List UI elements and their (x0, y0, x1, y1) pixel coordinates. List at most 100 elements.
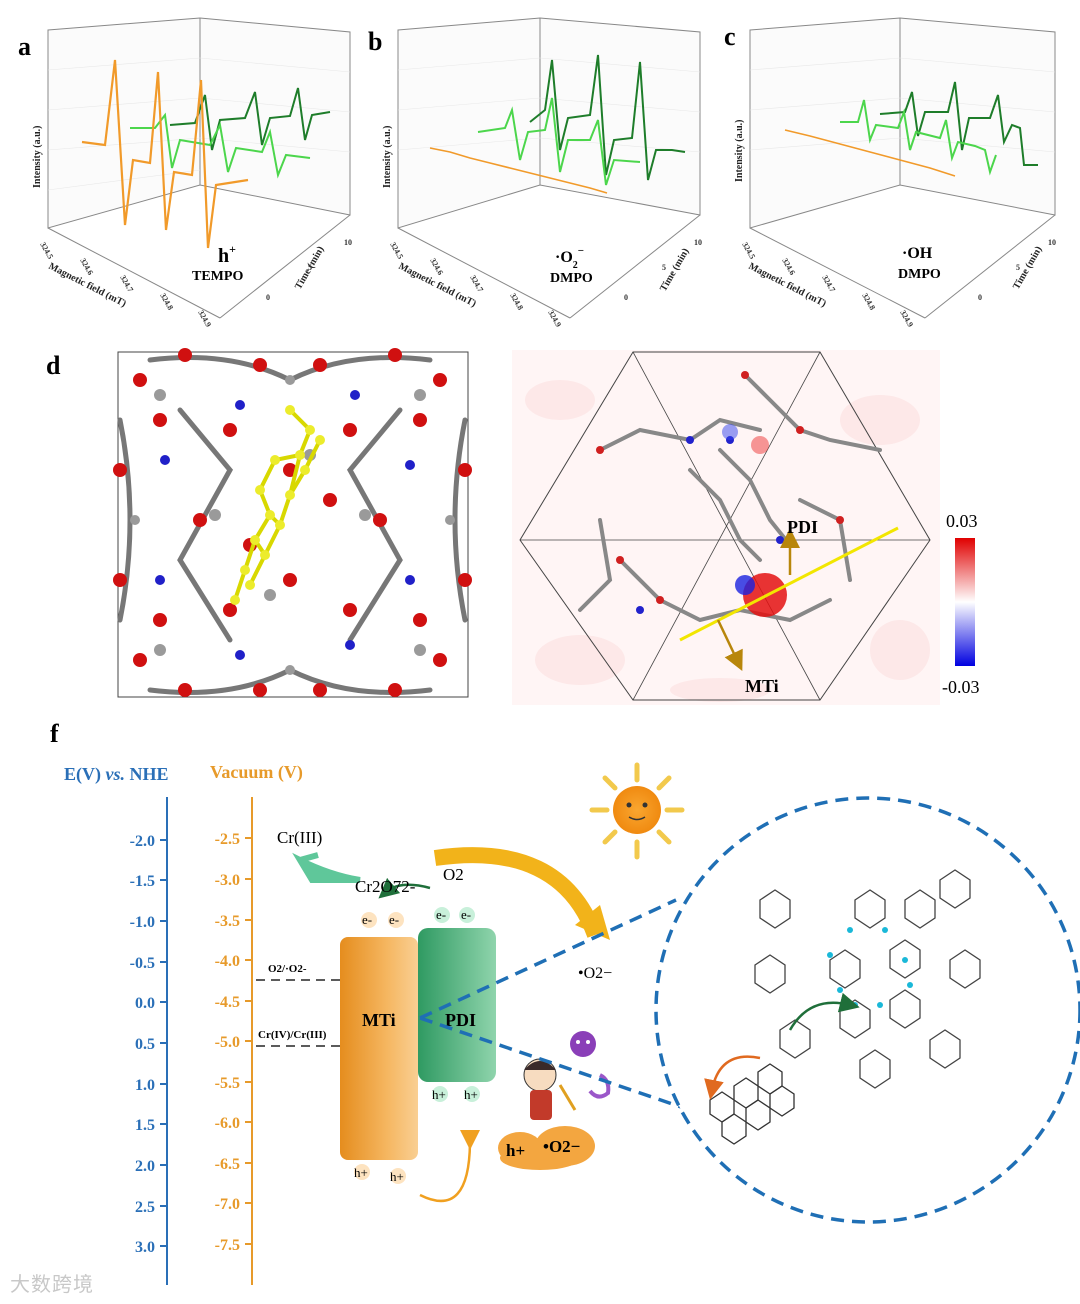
svg-text:324.8: 324.8 (508, 292, 525, 312)
svg-text:3.0: 3.0 (135, 1239, 155, 1256)
o2-level-label: O2/·O2- (268, 963, 307, 975)
svg-text:324.6: 324.6 (428, 257, 445, 277)
panel-letter-c: c (724, 22, 736, 51)
svg-text:324.5: 324.5 (388, 241, 405, 261)
svg-text:-4.0: -4.0 (215, 953, 240, 970)
o2-label: O2 (443, 865, 464, 884)
spectrum-c-dark (879, 81, 1038, 166)
zoom-line-bottom (419, 1016, 691, 1112)
zoom-circle (654, 796, 1080, 1224)
svg-text:324.9: 324.9 (546, 309, 563, 329)
spectrum-a-light (130, 112, 311, 179)
epr-panel-b: b Intensity (a.u.) Magnetic field (mT) T… (368, 17, 702, 329)
colorbar (955, 538, 975, 666)
svg-text:-7.0: -7.0 (215, 1196, 240, 1213)
svg-text:h+: h+ (464, 1087, 478, 1102)
spectrum-b-orange (429, 147, 608, 194)
svg-text:•O2−: •O2− (543, 1137, 580, 1156)
svg-text:e-: e- (461, 907, 471, 922)
svg-text:10: 10 (1048, 238, 1056, 247)
cr3-label: Cr(III) (277, 828, 322, 847)
svg-text:2.5: 2.5 (135, 1199, 155, 1216)
svg-text:0.0: 0.0 (135, 995, 155, 1012)
pdi-band (418, 928, 496, 1082)
radical-cloud: h+ •O2− (498, 1126, 595, 1170)
svg-text:-2.5: -2.5 (215, 831, 240, 848)
reduction-arrow (378, 877, 431, 899)
svg-text:-6.5: -6.5 (215, 1156, 240, 1173)
svg-text:324.8: 324.8 (158, 292, 175, 312)
epr-panel-a: a Intensity (a.u.) Magnetic field (mT) T… (18, 17, 352, 329)
probe-c: DMPO (898, 267, 941, 282)
svg-text:324.6: 324.6 (78, 257, 95, 277)
panel-letter-b: b (368, 27, 382, 56)
spectrum-b-dark (529, 54, 686, 181)
svg-text:2.0: 2.0 (135, 1158, 155, 1175)
svg-text:324.5: 324.5 (38, 241, 55, 261)
svg-text:324.6: 324.6 (780, 257, 797, 277)
spectrum-a-orange (81, 59, 249, 249)
zoom-hole-arrow (704, 1055, 761, 1100)
svg-text:-7.5: -7.5 (215, 1237, 240, 1254)
cr-level-label: Cr(IV)/Cr(III) (258, 1029, 327, 1041)
sun-icon (589, 762, 685, 860)
nhe-axis-title: E(V) vs. NHE (64, 764, 169, 785)
svg-text:1.0: 1.0 (135, 1077, 155, 1094)
svg-text:e-: e- (362, 912, 372, 927)
svg-text:-1.0: -1.0 (130, 914, 155, 931)
time-ticks-c: 0 5 10 (978, 238, 1056, 302)
svg-text:5: 5 (662, 263, 666, 272)
species-c: ·OH (902, 245, 933, 262)
light-arrow (433, 847, 603, 938)
svg-text:324.7: 324.7 (118, 274, 135, 294)
charge-density-e: e PDI MTi (512, 350, 980, 705)
colorbar-min: -0.03 (942, 677, 980, 697)
band-diagram-f: f E(V) vs. NHE Vacuum (V) -2.0 -1.5 -1.0… (50, 719, 1080, 1285)
colorbar-max: 0.03 (946, 511, 978, 531)
spectrum-c-orange (784, 129, 956, 177)
svg-text:10: 10 (344, 238, 352, 247)
watermark: 大数跨境 (10, 1272, 94, 1296)
svg-text:324.5: 324.5 (740, 241, 757, 261)
mti-band (340, 937, 418, 1160)
svg-text:-3.0: -3.0 (215, 872, 240, 889)
superoxide-label: •O2− (578, 965, 612, 982)
spectrum-c-light (840, 99, 997, 176)
svg-text:-5.5: -5.5 (215, 1075, 240, 1092)
svg-text:324.7: 324.7 (820, 274, 837, 294)
atoms-d (113, 348, 472, 697)
zoom-line-top (419, 898, 677, 1020)
probe-a: TEMPO (192, 269, 243, 284)
spectrum-a-dark (169, 87, 331, 151)
probe-b: DMPO (550, 271, 593, 286)
vacuum-axis-title: Vacuum (V) (210, 762, 303, 783)
svg-text:0: 0 (978, 293, 982, 302)
framework-structure-d: d (46, 348, 472, 698)
species-b: ·O2− (555, 245, 584, 271)
svg-text:-0.5: -0.5 (130, 955, 155, 972)
svg-text:h+: h+ (432, 1087, 446, 1102)
svg-text:-3.5: -3.5 (215, 913, 240, 930)
charge-carriers: e-e- e-e- h+ h+ h+ h+ (354, 907, 480, 1184)
field-ticks-a: 324.5 324.6 324.7 324.8 324.9 (38, 241, 213, 329)
svg-text:-6.0: -6.0 (215, 1115, 240, 1132)
time-ticks-a: 0 5 10 (266, 238, 352, 302)
svg-text:5: 5 (1016, 263, 1020, 272)
time-ticks-b: 0 5 10 (624, 238, 702, 302)
zoom-electron-arrow (788, 992, 860, 1031)
panel-letter-a: a (18, 32, 31, 61)
svg-text:0: 0 (624, 293, 628, 302)
svg-text:e-: e- (436, 907, 446, 922)
svg-text:-4.5: -4.5 (215, 994, 240, 1011)
ylabel-b: Intensity (a.u.) (382, 125, 393, 188)
svg-text:324.8: 324.8 (860, 292, 877, 312)
ylabel-a: Intensity (a.u.) (32, 125, 43, 188)
svg-text:h+: h+ (390, 1169, 404, 1184)
epr-panel-c: c Intensity (a.u.) Magnetic field (mT) T… (724, 17, 1056, 329)
svg-text:-5.0: -5.0 (215, 1034, 240, 1051)
nhe-axis: -2.0 -1.5 -1.0 -0.5 0.0 0.5 1.0 1.5 2.0 … (130, 797, 168, 1285)
hole-transfer-arrow (419, 1129, 481, 1203)
cr-reduction-arrow (292, 852, 361, 883)
species-a: h+ (218, 242, 236, 267)
